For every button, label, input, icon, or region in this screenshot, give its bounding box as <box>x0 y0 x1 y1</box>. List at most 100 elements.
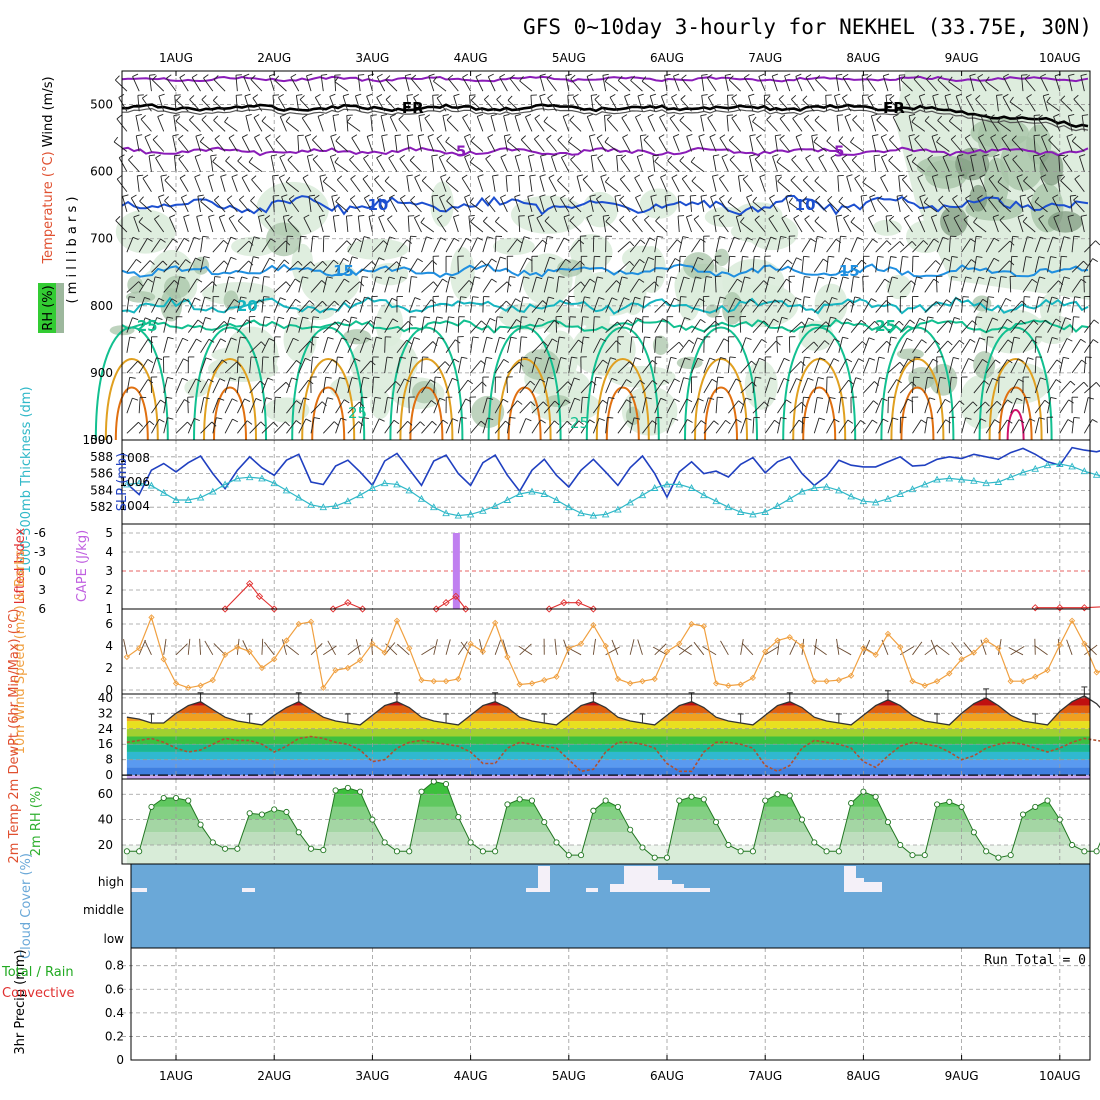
wind-barb <box>617 399 627 414</box>
wind-barb-flag <box>1001 134 1008 139</box>
rh-ytick: 60 <box>98 787 113 801</box>
wind-barb-flag <box>421 176 427 182</box>
wind-barb <box>224 317 231 333</box>
wind-barb <box>1038 218 1048 233</box>
wind-barb <box>1066 136 1073 152</box>
wind-barb-flag <box>259 380 266 386</box>
wind-barb-flag <box>632 215 638 220</box>
wind-barb-flag <box>654 281 659 287</box>
wind-barb-flag <box>747 237 753 241</box>
wind-barb <box>1071 417 1075 434</box>
wind-barb-flag <box>1016 174 1023 178</box>
wind-barb <box>519 336 522 353</box>
wind-barb-flag <box>899 241 905 247</box>
wind-barb-flag <box>719 194 725 200</box>
wind-barb-flag <box>285 116 291 122</box>
wind-barb <box>703 397 709 414</box>
wind-barb-flag <box>827 195 833 201</box>
lifted-ytick: 3 <box>38 583 46 597</box>
wind-barb <box>258 216 263 233</box>
wind-barb <box>596 198 606 213</box>
wind-barb <box>711 176 717 192</box>
wind-barb-flag <box>744 276 751 279</box>
wind-barb <box>387 218 398 233</box>
wind-barb <box>710 196 717 213</box>
wind-barb-flag <box>291 377 298 381</box>
wind-barb <box>580 278 591 293</box>
wind-barb <box>335 337 343 353</box>
wind-barb-flag <box>918 214 924 218</box>
wind-barb-flag <box>227 195 233 200</box>
wind-barb <box>335 140 349 152</box>
wind-barb <box>335 299 347 313</box>
wind-barb <box>237 319 248 333</box>
wind-barb <box>518 216 521 233</box>
wind-barb-flag <box>913 74 919 80</box>
wind-barb-flag <box>604 136 609 143</box>
wind-barb <box>228 218 238 233</box>
wind-barb <box>887 320 900 333</box>
wind-barb-flag <box>1040 236 1047 240</box>
wind-barb <box>1023 180 1036 193</box>
isotherm-label: 25 <box>348 404 367 422</box>
wind-barb-flag <box>600 338 607 342</box>
cloud-ylabel: Cloud Cover (%) <box>19 853 34 959</box>
wind-barb <box>913 78 926 92</box>
dewpt-series-line <box>126 735 1100 773</box>
wind-barb-flag <box>604 76 610 82</box>
wind-barb <box>346 121 361 132</box>
wind-barb <box>556 276 560 293</box>
wind-barb <box>261 338 270 353</box>
wind-barb <box>1071 296 1076 313</box>
isotherm-30-arch <box>301 358 356 441</box>
wind-barb-flag <box>615 340 621 346</box>
wind-barb <box>852 119 864 132</box>
wind-barb-flag <box>436 316 443 319</box>
wind-barb <box>314 97 324 112</box>
wind-barb-flag <box>783 357 790 362</box>
wind-barb <box>580 296 585 313</box>
wind-barb <box>151 238 161 253</box>
wind-barb <box>973 401 986 414</box>
wind-barb <box>715 236 720 253</box>
wind-barb-flag <box>909 114 916 117</box>
wind-barb <box>514 115 521 132</box>
wind-barb <box>191 77 201 92</box>
wind-barb <box>642 420 653 434</box>
wind-barb <box>953 217 962 233</box>
slp-point <box>466 510 475 518</box>
wind-barb-flag <box>796 378 803 382</box>
wind10-barb <box>563 639 570 655</box>
rh2m-point <box>258 811 265 818</box>
wind-barb <box>374 179 386 193</box>
wind-barb-flag <box>417 134 425 137</box>
wind-barb-flag <box>778 94 784 100</box>
wind-barb <box>421 420 433 434</box>
wind-barb <box>270 155 275 172</box>
lifted-ylabel: Lifted Index <box>13 527 28 604</box>
wind-barb-flag <box>534 114 540 119</box>
wind-barb-flag <box>745 397 752 401</box>
wind-barb-flag <box>436 94 443 99</box>
wind10-barb <box>433 639 438 655</box>
wind-barb <box>815 79 827 92</box>
wind-barb <box>332 216 337 233</box>
wind-barb <box>118 97 128 112</box>
wind-barb-flag <box>366 93 373 97</box>
wind-barb <box>301 117 312 132</box>
rh-shade-light <box>704 206 748 228</box>
wind-barb <box>899 256 903 273</box>
wind10-barb <box>457 641 468 656</box>
wind-barb <box>1059 296 1065 313</box>
wind-barb <box>432 95 435 112</box>
isotherm-label: 25 <box>137 317 158 335</box>
wind-barb-flag <box>804 215 810 220</box>
wind-barb <box>1059 236 1065 253</box>
wind-barb-flag <box>795 73 802 77</box>
wind-barb-flag <box>709 357 716 361</box>
wind-barb-flag <box>758 73 765 77</box>
wind-barb <box>398 118 410 132</box>
wind-barb-flag <box>846 174 853 177</box>
wind-barb <box>163 260 176 273</box>
thickness-ytick: 586 <box>90 467 113 481</box>
